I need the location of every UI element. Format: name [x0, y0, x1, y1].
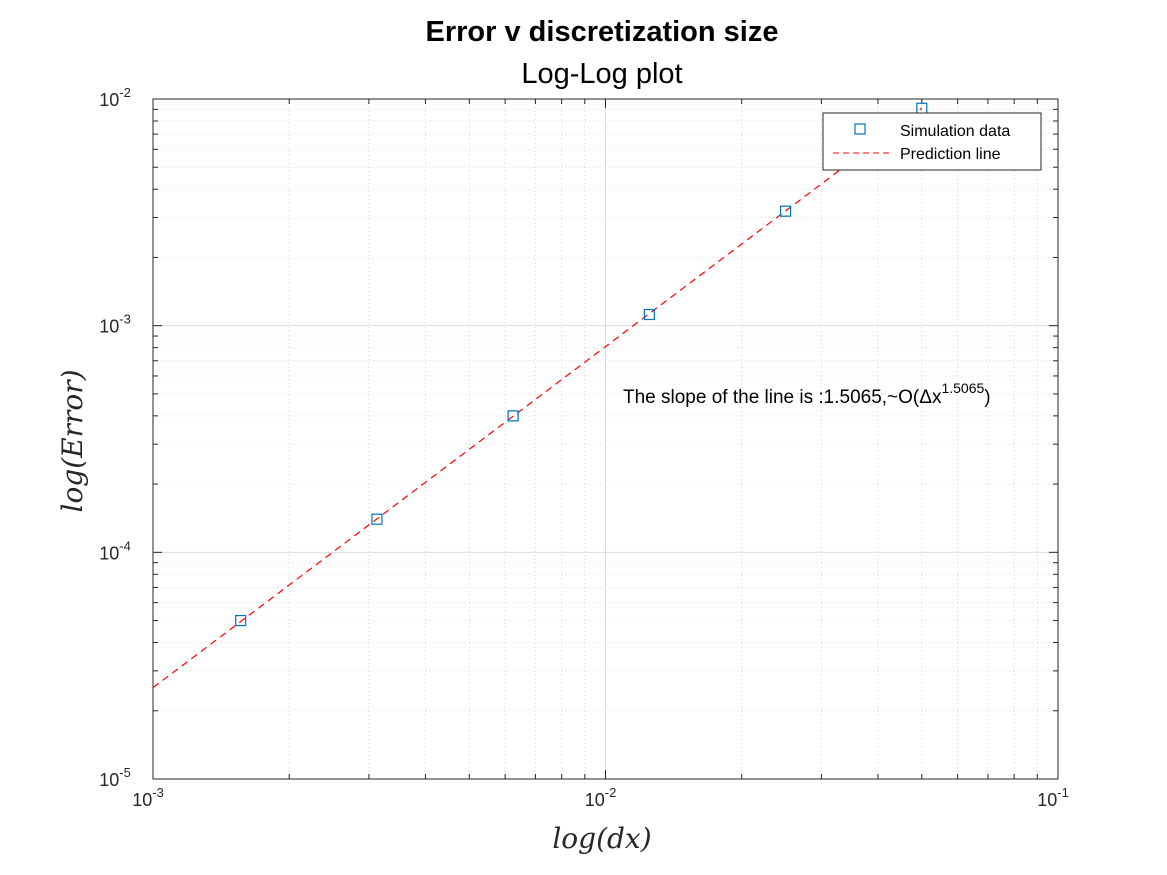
legend-square-marker-icon — [854, 123, 866, 135]
x-tick-label-exponent: -2 — [605, 785, 617, 800]
legend-label-simulation-data: Simulation data — [900, 123, 1010, 140]
prediction-line — [152, 107, 923, 689]
data-point — [779, 205, 792, 217]
x-axis-label: log(dx) — [552, 822, 651, 855]
chart-subtitle: Log-Log plot — [521, 58, 682, 90]
legend: Simulation data Prediction line — [822, 112, 1042, 171]
y-tick-label-exponent: -5 — [119, 765, 131, 780]
y-axis-label: log(Error) — [56, 369, 89, 512]
axes-box — [152, 98, 1059, 780]
y-tick-label-exponent: -2 — [119, 85, 131, 100]
y-tick-label-exponent: -3 — [119, 312, 131, 327]
x-tick-label: 10-3 — [132, 785, 164, 810]
data-point — [235, 614, 247, 627]
data-point — [507, 410, 519, 422]
x-tick-label-exponent: -1 — [1057, 785, 1069, 800]
slope-annotation: The slope of the line is :1.5065,~O(Δx1.… — [623, 380, 991, 408]
data-point — [371, 513, 383, 525]
y-tick-label-exponent: -4 — [119, 538, 131, 553]
legend-box — [822, 112, 1042, 171]
slope-annotation-suffix: ) — [984, 387, 990, 408]
chart-title: Error v discretization size — [426, 16, 779, 48]
slope-annotation-exponent: 1.5065 — [941, 380, 984, 396]
x-tick-label: 10-1 — [1037, 785, 1069, 810]
x-tick-label-exponent: -3 — [152, 785, 164, 800]
data-point — [643, 308, 655, 321]
slope-annotation-text: The slope of the line is :1.5065,~O(Δx — [623, 387, 942, 408]
legend-label-prediction-line: Prediction line — [900, 146, 1001, 163]
